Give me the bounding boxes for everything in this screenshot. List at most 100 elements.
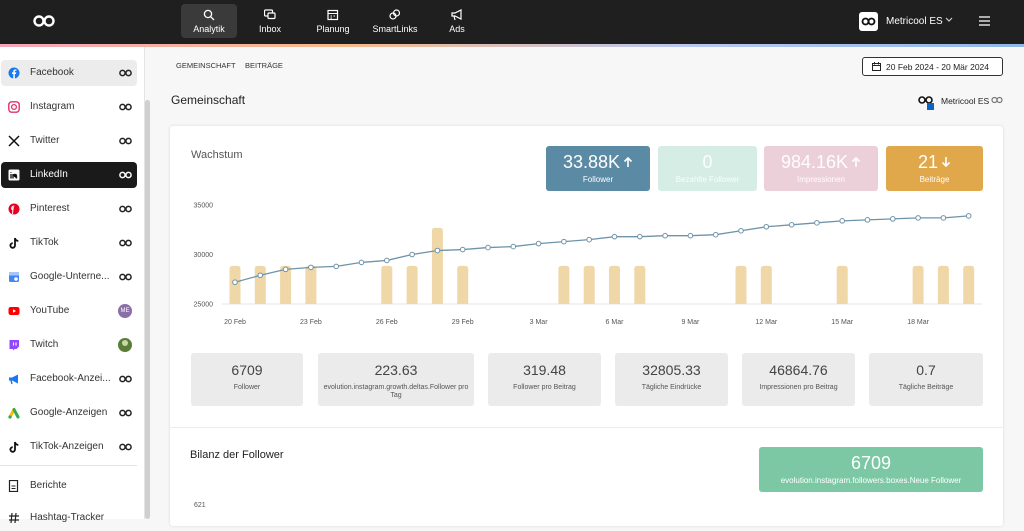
trend-arrow xyxy=(941,157,951,168)
nav-item[interactable]: Inbox xyxy=(242,4,298,38)
sidebar-label: Google-Unterne... xyxy=(30,271,110,282)
line-point xyxy=(232,279,238,286)
logo xyxy=(33,15,55,27)
nav-label: Planung xyxy=(316,24,350,34)
line-point xyxy=(535,240,542,247)
sidebar-item[interactable]: Twitch xyxy=(1,332,137,358)
sidebar-item[interactable]: Berichte xyxy=(1,473,137,499)
line-point xyxy=(763,223,770,230)
line-point xyxy=(358,259,365,266)
nav-item[interactable]: Planung xyxy=(305,4,361,38)
kpi-box[interactable]: 33.88K Follower xyxy=(546,146,650,191)
bar xyxy=(634,265,646,304)
line-point xyxy=(839,218,846,224)
sidebar-item[interactable]: Google-Unterne... xyxy=(1,264,137,290)
kpi-label: Beiträge xyxy=(919,175,950,184)
sidebar-label: LinkedIn xyxy=(30,169,68,180)
sidebar-item[interactable]: Facebook xyxy=(1,60,137,86)
sidebar-label: Facebook-Anzei... xyxy=(30,373,111,384)
bar xyxy=(254,265,266,304)
bar xyxy=(963,265,975,304)
balance-box[interactable]: 6709 evolution.instagram.followers.boxes.… xyxy=(759,447,983,492)
kpi-label: Bezahlte Follower xyxy=(675,175,740,184)
line-point xyxy=(485,244,491,251)
sidebar-item[interactable]: Facebook-Anzei... xyxy=(1,366,137,392)
stat-label: Tägliche Beiträge xyxy=(898,384,954,391)
balance-label: evolution.instagram.followers.boxes.Neue… xyxy=(780,476,962,485)
nav-item[interactable]: Ads xyxy=(429,4,485,38)
chevron[interactable] xyxy=(945,17,953,23)
x-tick-label: 3 Mar xyxy=(530,319,549,326)
account-logo-small xyxy=(991,96,1003,104)
sidebar-item[interactable]: Pinterest xyxy=(1,196,137,222)
sidebar-label: Instagram xyxy=(30,101,75,112)
line-point xyxy=(662,232,668,239)
line-point xyxy=(384,257,390,264)
line-point xyxy=(738,227,744,234)
sidebar-item[interactable]: Instagram xyxy=(1,94,137,120)
menu-button[interactable] xyxy=(979,16,990,26)
account-icon xyxy=(918,96,934,110)
y-tick-label: 35000 xyxy=(194,203,214,210)
sidebar-item[interactable]: Google-Anzeigen xyxy=(1,400,137,426)
breadcrumb[interactable]: BEITRÄGE xyxy=(245,61,283,70)
bar xyxy=(280,265,292,304)
x-tick-label: 23 Feb xyxy=(300,319,322,326)
date-range: 20 Feb 2024 - 20 Mär 2024 xyxy=(886,62,990,72)
x-tick-label: 18 Mar xyxy=(907,319,929,326)
line-point xyxy=(308,264,314,271)
stat-label: Follower pro Beitrag xyxy=(513,384,576,391)
stat-value: 319.48 xyxy=(523,362,566,378)
sidebar-item[interactable]: TikTok xyxy=(1,230,137,256)
trend-arrow xyxy=(851,156,861,167)
account-logo[interactable] xyxy=(859,12,878,31)
account-name[interactable]: Metricool ES xyxy=(886,16,943,27)
line-point xyxy=(333,263,340,270)
trend-arrow xyxy=(623,156,633,167)
kpi-box[interactable]: 21 Beiträge xyxy=(886,146,983,191)
kpi-box[interactable]: 0 Bezahlte Follower xyxy=(658,146,757,191)
sidebar-item[interactable]: Hashtag-Tracker xyxy=(1,505,137,531)
kpi-box[interactable]: 984.16K Impressionen xyxy=(764,146,878,191)
date-picker[interactable]: 20 Feb 2024 - 20 Mär 2024 xyxy=(862,57,1003,76)
sidebar-label: Berichte xyxy=(30,480,67,491)
growth-chart: 25000 30000 35000 20 Feb 23 Feb 26 Feb 29 Feb 3… xyxy=(194,203,982,326)
line-point xyxy=(434,247,441,254)
card-title: Wachstum xyxy=(191,149,243,161)
sidebar-label: Google-Anzeigen xyxy=(30,407,108,418)
scrollbar[interactable] xyxy=(145,100,150,519)
stat-label: Tägliche Eindrücke xyxy=(641,384,702,391)
bar xyxy=(558,265,570,304)
stat-value: 6709 xyxy=(231,362,263,378)
nav-item[interactable]: Analytik xyxy=(181,4,237,38)
line-point xyxy=(282,266,289,273)
line-point xyxy=(687,232,694,239)
line-point xyxy=(965,213,972,219)
sidebar-label: Pinterest xyxy=(30,203,70,214)
divider xyxy=(170,427,1003,428)
sidebar-item[interactable]: YouTube ME xyxy=(1,298,137,324)
sidebar-item[interactable]: LinkedIn xyxy=(1,162,137,188)
nav-label: Ads xyxy=(449,24,465,34)
accent-bar xyxy=(0,44,1024,47)
section-account: Metricool ES xyxy=(941,96,990,106)
nav-item[interactable]: SmartLinks xyxy=(367,4,423,38)
line-point xyxy=(459,246,466,253)
x-tick-label: 26 Feb xyxy=(376,319,398,326)
sidebar-item[interactable]: TikTok-Anzeigen xyxy=(1,434,137,460)
stat-value: 223.63 xyxy=(374,362,418,378)
avatar-badge: ME xyxy=(118,304,132,318)
stat-box: 46864.76 Impressionen pro Beitrag xyxy=(742,353,855,406)
stat-value: 0.7 xyxy=(916,362,936,378)
bar xyxy=(937,265,949,304)
breadcrumb[interactable]: GEMEINSCHAFT xyxy=(176,61,236,70)
bar xyxy=(735,265,747,304)
bar xyxy=(609,265,620,304)
stat-label: Follower xyxy=(233,384,261,391)
sidebar-item[interactable]: Twitter xyxy=(1,128,137,154)
nav-label: SmartLinks xyxy=(372,24,418,34)
line-point xyxy=(586,236,593,243)
y-tick-label: 621 xyxy=(194,502,206,509)
kpi-label: Impressionen xyxy=(796,175,846,184)
